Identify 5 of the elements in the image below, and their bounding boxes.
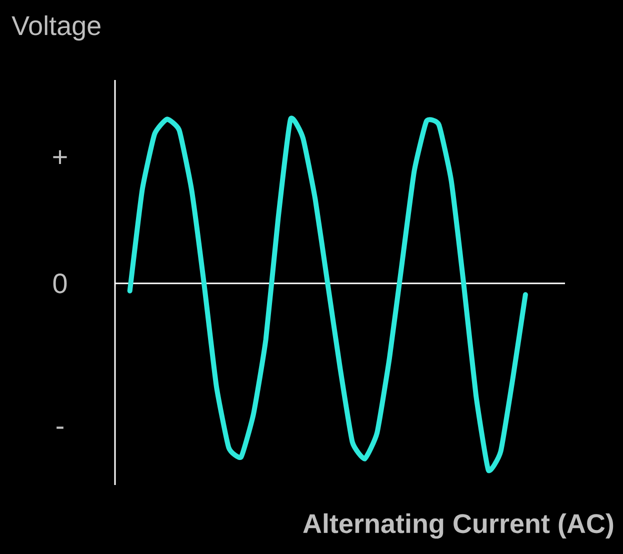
text: + — [53, 150, 67, 164]
text: 0 — [53, 274, 67, 294]
x-axis-title: Alternating Current (AC) — [303, 513, 614, 539]
y-axis-title: Voltage — [12, 15, 100, 41]
text: - — [56, 426, 64, 429]
